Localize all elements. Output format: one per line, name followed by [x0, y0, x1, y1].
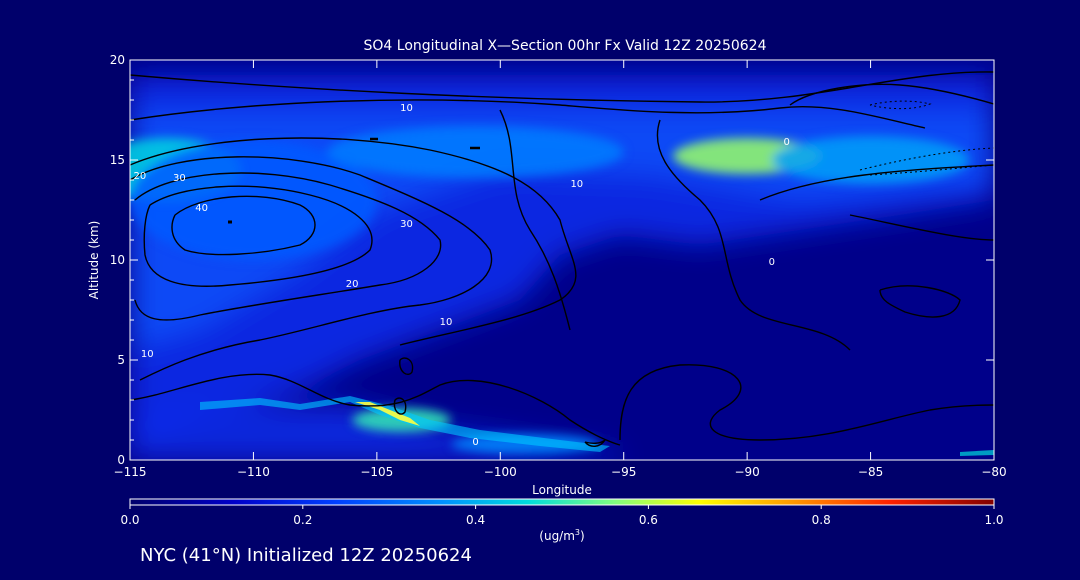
- x-tick-label: −80: [981, 465, 1006, 479]
- y-axis: 0 5 10 15 20: [110, 53, 994, 467]
- y-tick-label: 0: [117, 453, 125, 467]
- contour-label: 30: [173, 173, 186, 184]
- contour-lines-negative: [859, 100, 994, 176]
- contour-line: [130, 71, 994, 103]
- contour-label: 10: [570, 179, 583, 190]
- concentration-blob: [771, 136, 970, 184]
- concentration-blob: [327, 126, 624, 178]
- contour-line: [789, 83, 994, 106]
- x-tick-label: −100: [484, 465, 517, 479]
- colorbar-tick-label: 0.2: [293, 513, 312, 527]
- colorbar-gradient: [129, 498, 995, 506]
- contour-line: [130, 137, 577, 346]
- colorbar-tick-label: 0.8: [812, 513, 831, 527]
- contour-line: [499, 109, 571, 331]
- contour-line: [393, 397, 407, 415]
- plot-area: 10 10 0 20 30 40 30 20 10 10 0 0: [130, 60, 994, 460]
- contour-label: 40: [195, 203, 208, 214]
- concentration-blob: [130, 140, 377, 260]
- x-tick-label: −110: [237, 465, 270, 479]
- colorbar-tick-label: 0.6: [639, 513, 658, 527]
- y-axis-label: Altitude (km): [87, 221, 101, 300]
- contour-label: 0: [783, 137, 789, 148]
- contour-label: 30: [400, 219, 413, 230]
- x-tick-label: −90: [734, 465, 759, 479]
- contour-line: [143, 185, 373, 287]
- contour-line: [849, 214, 994, 241]
- contour-line: [130, 373, 621, 446]
- colorbar: 0.0 0.2 0.4 0.6 0.8 1.0 (ug/m3): [120, 498, 1004, 543]
- contour-line: [879, 285, 961, 318]
- contour-labels: 10 10 0 20 30 40 30 20 10 10 0 0: [134, 103, 790, 448]
- contour-line: [656, 119, 851, 351]
- colorbar-tick-label: 0.0: [120, 513, 139, 527]
- contour-label: 20: [346, 279, 359, 290]
- contour-line: [130, 156, 493, 381]
- y-tick-label: 10: [110, 253, 125, 267]
- contour-lines: [130, 71, 994, 447]
- contour-line: [619, 364, 994, 441]
- footer-location-text: NYC (41°N) Initialized 12Z 20250624: [140, 545, 472, 566]
- contour-label: 0: [769, 257, 775, 268]
- contour-label: 10: [440, 317, 453, 328]
- contour-line: [759, 164, 994, 201]
- x-tick-label: −105: [360, 465, 393, 479]
- x-axis-label: Longitude: [532, 483, 592, 497]
- contour-label: 20: [134, 171, 147, 182]
- surface-ridge: [200, 396, 994, 456]
- contour-line: [130, 99, 926, 129]
- contour-label: 10: [400, 103, 413, 114]
- y-tick-label: 20: [110, 53, 125, 67]
- contour-line: [399, 357, 414, 376]
- contour-label: 10: [141, 349, 154, 360]
- concentration-field-high: [130, 126, 970, 454]
- chart-title: SO4 Longitudinal X—Section 00hr Fx Valid…: [364, 38, 767, 54]
- x-tick-label: −115: [114, 465, 147, 479]
- colorbar-tick-label: 0.4: [466, 513, 485, 527]
- x-tick-label: −95: [611, 465, 636, 479]
- contour-line: [584, 439, 606, 447]
- contour-label: 0: [472, 437, 478, 448]
- y-tick-label: 5: [117, 353, 125, 367]
- colorbar-unit: (ug/m3): [539, 528, 584, 543]
- colorbar-tick-label: 1.0: [984, 513, 1003, 527]
- x-axis: −115 −110 −105 −100 −95 −90 −85 −80: [114, 60, 1007, 479]
- contour-line: [171, 195, 316, 256]
- colorbar-ticks: 0.0 0.2 0.4 0.6 0.8 1.0: [120, 505, 1004, 527]
- y-tick-label: 15: [110, 153, 125, 167]
- contour-line: [134, 172, 442, 321]
- x-tick-label: −85: [858, 465, 883, 479]
